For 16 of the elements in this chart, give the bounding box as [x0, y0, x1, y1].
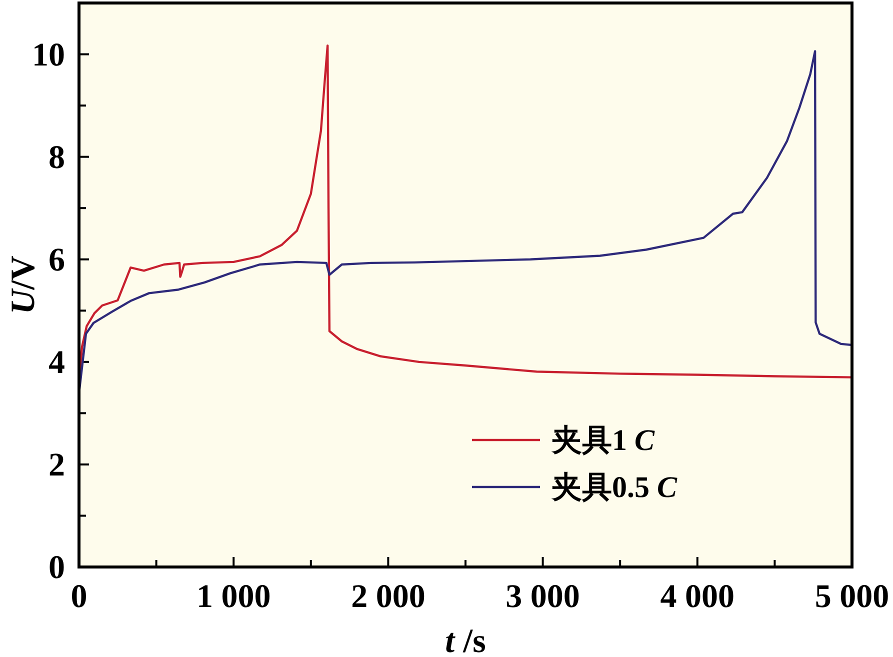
y-tick-label: 4 [48, 344, 65, 381]
x-tick-label: 5 000 [814, 579, 890, 615]
y-axis-title: U/V [5, 255, 42, 314]
y-tick-label: 10 [32, 37, 65, 74]
x-axis-title: t /s [445, 623, 486, 657]
legend-label: 夹具1 C [551, 424, 656, 457]
y-tick-label: 2 [48, 447, 65, 484]
legend-label: 夹具0.5 C [551, 471, 678, 504]
y-tick-label: 8 [48, 140, 65, 176]
y-tick-label: 0 [48, 550, 65, 586]
y-tick-label: 6 [48, 242, 65, 278]
x-tick-label: 4 000 [660, 579, 735, 615]
x-tick-label: 0 [70, 579, 88, 615]
x-tick-label: 2 000 [351, 579, 426, 615]
x-tick-label: 1 000 [196, 579, 271, 615]
x-tick-label: 3 000 [506, 579, 580, 615]
